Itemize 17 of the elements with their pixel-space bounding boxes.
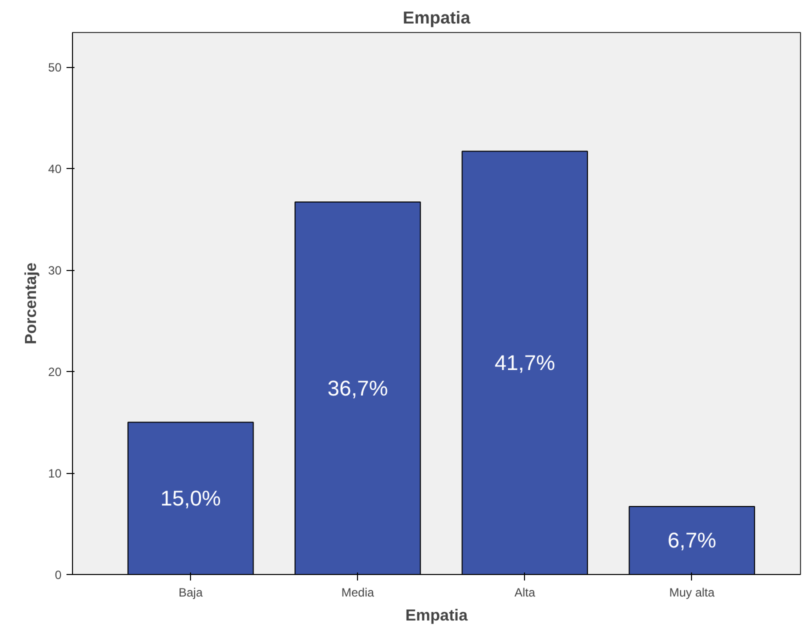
y-tick-label: 30 <box>48 264 62 278</box>
y-tick-label: 50 <box>48 60 62 75</box>
y-tick-label: 0 <box>54 568 62 582</box>
y-axis-title: Porcentaje <box>23 262 40 344</box>
chart-title: Empatia <box>402 8 471 28</box>
x-tick-label: Muy alta <box>669 586 715 600</box>
y-tick-label: 40 <box>48 162 62 176</box>
x-axis-title: Empatia <box>405 608 468 624</box>
x-tick-label: Alta <box>514 586 536 600</box>
y-tick-label: 10 <box>48 466 62 480</box>
y-tick-label: 20 <box>48 365 62 380</box>
data-label: 41,7% <box>494 350 556 375</box>
x-tick-label: Media <box>341 586 374 600</box>
data-label: 6,7% <box>668 528 716 552</box>
x-tick-label: Baja <box>178 586 203 600</box>
data-label: 15,0% <box>160 486 221 510</box>
data-label: 36,7% <box>327 376 388 400</box>
